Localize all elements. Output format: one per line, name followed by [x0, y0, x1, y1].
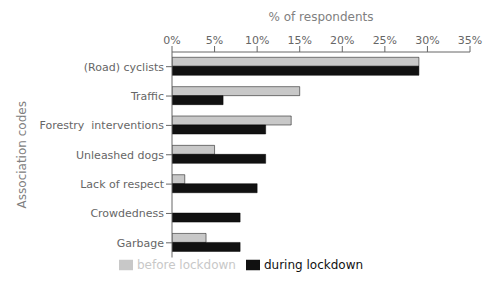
svg-text:Traffic: Traffic: [130, 90, 164, 103]
svg-text:Crowdedness: Crowdedness: [90, 207, 164, 220]
svg-text:Association codes: Association codes: [15, 101, 29, 208]
svg-text:0%: 0%: [163, 34, 180, 47]
html-text:during lockdown: during lockdown: [264, 257, 364, 272]
svg-text:Unleashed dogs: Unleashed dogs: [76, 149, 164, 162]
svg-text:(Road) cyclists: (Road) cyclists: [84, 61, 164, 74]
svg-text:Lack of respect: Lack of respect: [80, 178, 164, 191]
svg-text:35%: 35%: [458, 34, 482, 47]
svg-text:15%: 15%: [287, 34, 311, 47]
svg-text:5%: 5%: [206, 34, 223, 47]
svg-text:25%: 25%: [373, 34, 397, 47]
svg-text:20%: 20%: [330, 34, 354, 47]
svg-text:10%: 10%: [245, 34, 269, 47]
svg-text:Garbage: Garbage: [117, 237, 164, 250]
svg-text:Forestry interventions: Forestry interventions: [40, 119, 165, 132]
svg-text:30%: 30%: [415, 34, 439, 47]
svg-text:% of respondents: % of respondents: [268, 10, 373, 24]
html-text:before lockdown: before lockdown: [136, 257, 236, 272]
